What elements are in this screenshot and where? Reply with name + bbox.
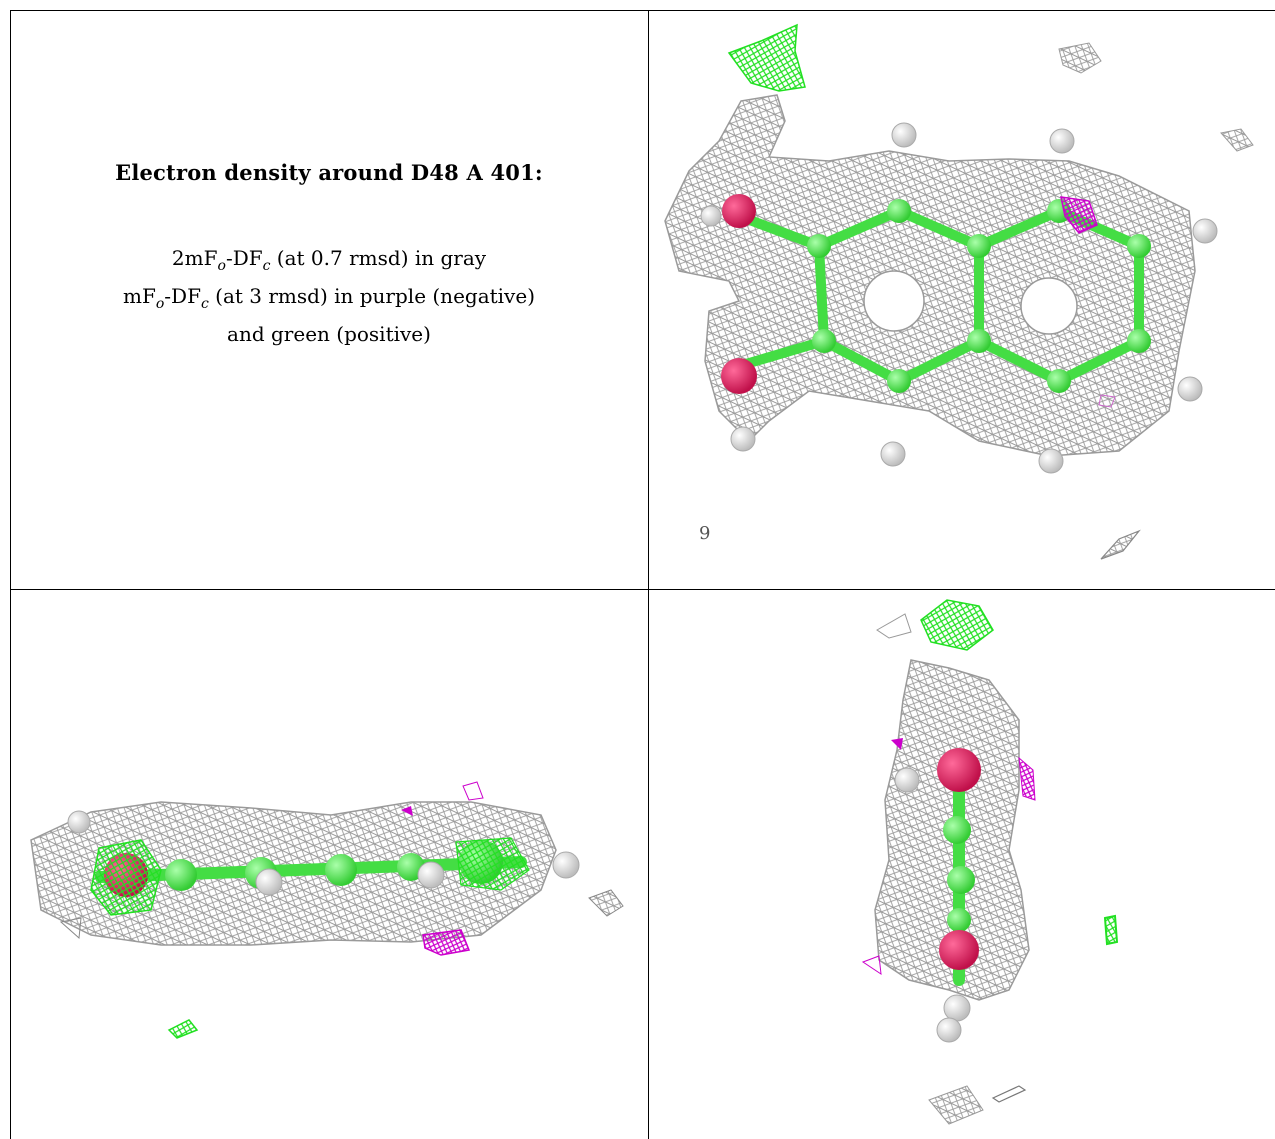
- mesh-fragment: [588, 889, 624, 917]
- hydrogen-atoms: [894, 767, 971, 1043]
- positive-density-blob: [90, 839, 162, 916]
- density-view-end: [861, 599, 1119, 1125]
- mesh-fragment: [1058, 42, 1102, 74]
- table-left-rule: [10, 10, 11, 1139]
- oxygen-atom: [721, 358, 757, 394]
- negative-density-blob: [1060, 196, 1098, 234]
- positive-density-blob: [727, 23, 806, 92]
- positive-density-blob: [1103, 914, 1119, 946]
- negative-density-blob: [891, 738, 903, 750]
- oxygen-atom: [937, 748, 981, 792]
- panel-label: 9: [699, 523, 710, 544]
- negative-density-blob: [1018, 756, 1036, 801]
- negative-density-blob: [462, 781, 484, 801]
- ring-hole-right: [1020, 277, 1078, 335]
- caption-cell: Electron density around D48 A 401: 2mFo-…: [10, 160, 648, 349]
- mesh-fragment: [928, 1085, 984, 1125]
- mesh-fragment: [1100, 529, 1141, 560]
- positive-density-blob: [455, 837, 530, 891]
- ring-hole-left: [863, 270, 925, 332]
- table-center-rule: [648, 10, 649, 1139]
- mesh-fragment: [876, 613, 912, 639]
- table-middle-rule: [10, 589, 1275, 590]
- negative-density-blob: [1098, 394, 1116, 408]
- gray-density-mesh: [664, 94, 1196, 457]
- density-view-top: 9: [664, 23, 1254, 560]
- negative-density-blob: [401, 806, 413, 816]
- mesh-fragment: [1220, 128, 1254, 152]
- mesh-fragment: [59, 917, 82, 940]
- table-top-rule: [10, 10, 1275, 11]
- negative-density-blob: [422, 929, 471, 956]
- positive-density-blob: [920, 599, 994, 651]
- oxygen-atom: [939, 930, 979, 970]
- positive-density-blob: [167, 1019, 199, 1039]
- density-view-side: [30, 781, 624, 1039]
- carbon-atoms: [943, 816, 975, 932]
- caption-line-green: and green (positive): [227, 322, 431, 346]
- mesh-fragment: [991, 1085, 1027, 1103]
- negative-density-blob: [861, 955, 882, 976]
- oxygen-atom: [722, 194, 756, 228]
- caption-line-mfo: mFo-DFc (at 3 rmsd) in purple (negative): [123, 284, 535, 312]
- hydrogen-atoms: [67, 810, 580, 896]
- caption-line-2mfo: 2mFo-DFc (at 0.7 rmsd) in gray: [171, 246, 487, 274]
- hydrogen-atoms: [700, 122, 1218, 474]
- caption-title: Electron density around D48 A 401:: [115, 160, 543, 185]
